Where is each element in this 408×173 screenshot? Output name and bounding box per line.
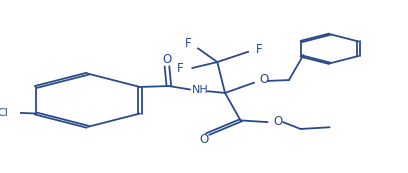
Text: F: F [185, 37, 192, 50]
Text: O: O [259, 73, 268, 86]
Text: O: O [199, 133, 208, 146]
Text: O: O [273, 115, 283, 128]
Text: F: F [256, 43, 262, 56]
Text: F: F [177, 62, 184, 75]
Text: O: O [162, 53, 172, 66]
Text: NH: NH [191, 85, 208, 95]
Text: Cl: Cl [0, 108, 9, 118]
